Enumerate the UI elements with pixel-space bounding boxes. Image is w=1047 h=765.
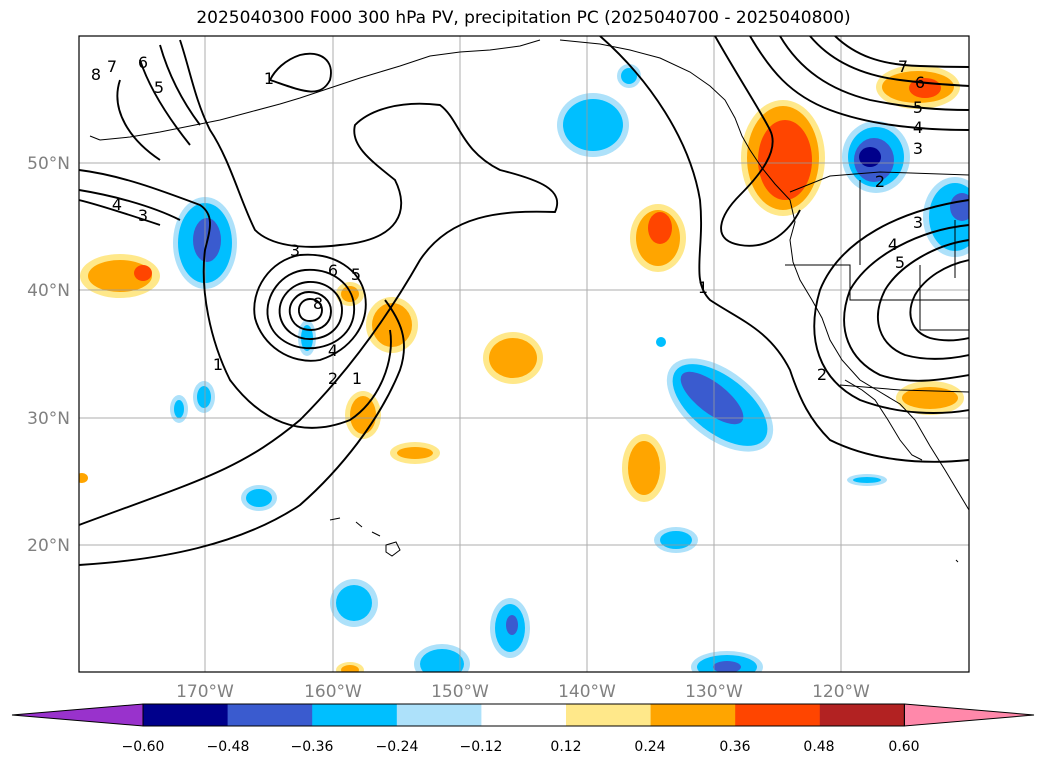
colorbar-label-024: 0.24	[634, 739, 665, 755]
colorbar-label-neg036: −0.36	[291, 739, 334, 755]
pv-contour-label: 6	[915, 73, 925, 92]
colorbar-frame	[142, 703, 905, 727]
pv-contour-label: 3	[138, 206, 148, 225]
colorbar-label-060: 0.60	[888, 739, 919, 755]
pv-contour-line-3	[79, 189, 181, 221]
pv-contour-line-21	[139, 59, 191, 146]
colorbar-segment	[143, 704, 229, 726]
pv-contour-line-13	[779, 36, 969, 111]
colorbar-label-048: 0.48	[803, 739, 834, 755]
pv-contour-label: 3	[290, 241, 300, 260]
pv-contour-label: 3	[913, 139, 923, 158]
colorbar-segment	[312, 704, 398, 726]
pv-contour-label: 8	[91, 65, 101, 84]
pv-contour-line-20	[116, 79, 161, 161]
lon-label-130w: 130°W	[685, 682, 743, 702]
pv-contour-line-12	[749, 36, 969, 131]
lat-label-30n: 30°N	[27, 409, 70, 429]
pv-contour-line-5	[253, 253, 367, 362]
colorbar	[11, 703, 1035, 727]
pv-contour-line-23	[269, 52, 332, 93]
pv-contour-line-14	[809, 36, 969, 87]
colorbar-segment	[735, 704, 821, 726]
lon-label-170w: 170°W	[176, 682, 234, 702]
pv-contour-label: 4	[888, 235, 898, 254]
lat-label-40n: 40°N	[27, 281, 70, 301]
pv-contour-line-4	[79, 199, 161, 226]
pv-contour-label: 3	[913, 213, 923, 232]
colorbar-segment	[650, 704, 736, 726]
pv-contour-label: 1	[264, 69, 274, 88]
pv-contour-label: 5	[351, 265, 361, 284]
colorbar-label-neg048: −0.48	[207, 739, 250, 755]
lon-label-140w: 140°W	[558, 682, 616, 702]
colorbar-segment	[396, 704, 482, 726]
lon-label-150w: 150°W	[431, 682, 489, 702]
pv-contour-label: 1	[352, 369, 362, 388]
lon-label-120w: 120°W	[812, 682, 870, 702]
lon-label-160w: 160°W	[304, 682, 362, 702]
pv-contour-label: 5	[154, 78, 164, 97]
colorbar-segment	[819, 704, 905, 726]
pv-contour-label: 8	[313, 294, 323, 313]
pv-contour-line-19	[813, 199, 969, 414]
colorbar-extend-high	[903, 703, 1035, 727]
pv-contour-line-7	[278, 281, 343, 340]
longitude-labels: 170°W 160°W 150°W 140°W 130°W 120°W	[176, 682, 870, 702]
pv-contour-label: 5	[913, 98, 923, 117]
map-border	[78, 35, 970, 673]
colorbar-extend-low	[11, 703, 144, 727]
pv-contour-line-0	[79, 39, 558, 526]
colorbar-label-012: 0.12	[550, 739, 581, 755]
lat-label-50n: 50°N	[27, 154, 70, 174]
pv-contour-label: 1	[698, 278, 708, 297]
pv-contour-label: 4	[913, 118, 923, 137]
pv-contour-line-10	[599, 36, 969, 463]
pv-contour-line-15	[834, 36, 969, 68]
pv-contour-label: 4	[112, 195, 122, 214]
pv-contour-line-1	[79, 299, 405, 566]
pv-contour-line-2	[79, 169, 392, 429]
pv-contour-label: 5	[895, 253, 905, 272]
pv-contour-label: 2	[817, 365, 827, 384]
coastlines	[89, 39, 969, 563]
pv-contours	[79, 36, 969, 566]
precip-positive-areas	[79, 65, 964, 672]
lat-label-20n: 20°N	[27, 536, 70, 556]
colorbar-label-neg012: −0.12	[460, 739, 503, 755]
pv-contour-line-22	[159, 44, 201, 126]
map-title: 2025040300 F000 300 hPa PV, precipitatio…	[196, 8, 851, 28]
pv-contour-label: 7	[107, 57, 117, 76]
pv-contour-label: 2	[328, 369, 338, 388]
colorbar-label-036: 0.36	[719, 739, 750, 755]
pv-contour-line-6	[266, 269, 355, 350]
pv-contour-line-9	[297, 298, 323, 322]
colorbar-label-neg024: −0.24	[376, 739, 419, 755]
latitude-labels: 50°N 40°N 30°N 20°N	[27, 154, 70, 556]
pv-contour-line-18	[909, 259, 969, 342]
colorbar-segment	[227, 704, 313, 726]
pv-contour-label: 1	[213, 355, 223, 374]
precip-negative-areas	[170, 64, 969, 672]
pv-contour-line-17	[877, 239, 969, 360]
pv-contour-label: 4	[328, 341, 338, 360]
colorbar-segment	[481, 704, 567, 726]
pv-contour-line-16	[843, 224, 969, 382]
pv-contour-line-8	[288, 291, 332, 331]
pv-contour-label: 7	[898, 57, 908, 76]
pv-contour-label: 6	[328, 261, 338, 280]
pv-contour-line-11	[714, 36, 801, 247]
colorbar-segment	[566, 704, 652, 726]
colorbar-tick-labels: −0.60 −0.48 −0.36 −0.24 −0.12 0.12 0.24 …	[122, 739, 920, 755]
colorbar-label-neg060: −0.60	[122, 739, 165, 755]
pv-contour-label: 6	[138, 53, 148, 72]
pv-contour-label: 2	[875, 172, 885, 191]
